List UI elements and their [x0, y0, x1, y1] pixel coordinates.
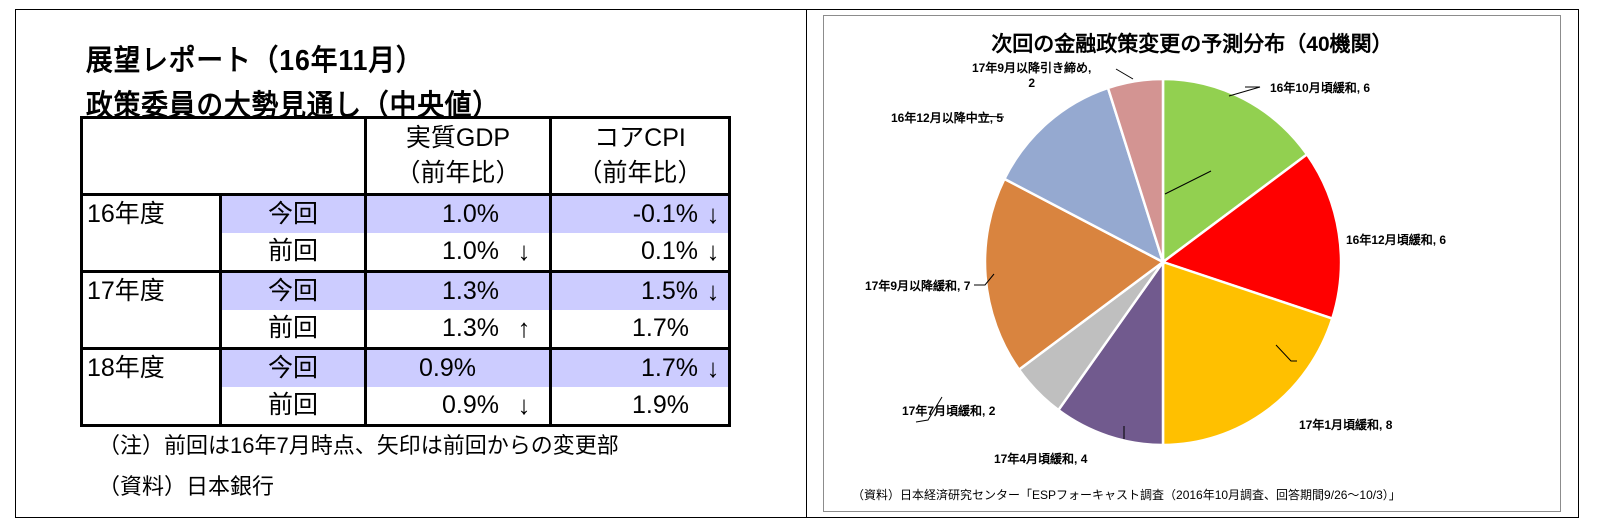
- change-arrow-icon: ↓: [706, 199, 720, 229]
- gdp-cell: 0.9% ↓: [364, 387, 552, 427]
- row-kind: 前回: [219, 233, 367, 272]
- header-gdp-label: 実質GDP: [405, 124, 511, 152]
- header-empty-cell: [220, 116, 367, 196]
- pie-label-dec-easing: 16年12月頃緩和, 6: [1346, 233, 1447, 247]
- gdp-cell: 1.0%: [364, 193, 552, 233]
- pie-slice: [1161, 77, 1309, 265]
- table-source: （資料）日本銀行: [98, 474, 275, 499]
- table-row: 前回 1.0% ↓ 0.1% ↓: [82, 233, 731, 272]
- change-arrow-icon: ↓: [517, 236, 531, 266]
- gdp-value: 0.9%: [442, 391, 499, 419]
- gdp-cell: 0.9%: [364, 347, 552, 387]
- header-gdp-unit: （前年比）: [395, 159, 521, 187]
- pie-label-apr-easing: 17年4月頃緩和, 4: [994, 452, 1088, 466]
- cpi-value: 1.9%: [632, 391, 689, 419]
- fiscal-year-cell: 17年度: [80, 270, 222, 349]
- outer-frame: [15, 9, 1579, 518]
- row-kind: 今回: [219, 193, 367, 233]
- change-arrow-icon: ↓: [706, 236, 720, 266]
- pie-label-neutral: 16年12月以降中立, 5: [891, 111, 1004, 125]
- pie-slice: [1002, 86, 1166, 265]
- gdp-value: 1.0%: [442, 200, 499, 228]
- outlook-panel: 展望レポート（16年11月） 政策委員の大勢見通し（中央値） 実質GDP （前年比…: [16, 10, 806, 517]
- header-empty-cell: [80, 116, 221, 196]
- header-cpi: コアCPI （前年比）: [549, 116, 731, 196]
- leader-line: [915, 396, 943, 423]
- leader-line: [1228, 86, 1261, 97]
- forecast-table: 実質GDP （前年比） コアCPI （前年比） 16年度 今回 1.0% -0.1%…: [80, 116, 731, 427]
- chart-source: （資料）日本経済研究センター「ESPフォーキャスト調査（2016年10月調査、回…: [852, 488, 1401, 502]
- cpi-value: 1.7%: [632, 314, 689, 342]
- pie-label-sep-easing: 17年9月以降緩和, 7: [865, 279, 971, 293]
- outlook-title: 展望レポート（16年11月）: [86, 45, 424, 77]
- fiscal-year-cell: 18年度: [80, 347, 222, 427]
- pie-label-tightening: 17年9月以降引き締め, 2: [972, 59, 1091, 90]
- pie-label-value: 2: [1028, 76, 1036, 90]
- table-row: 18年度 今回 0.9% 1.7% ↓: [80, 347, 731, 427]
- cpi-cell: 1.7% ↓: [549, 347, 731, 387]
- pie-label-line: 17年9月以降引き締め,: [972, 61, 1092, 75]
- cpi-cell: 1.9%: [549, 387, 731, 427]
- header-cpi-label: コアCPI: [594, 124, 686, 152]
- gdp-cell: 1.3%: [364, 270, 552, 310]
- row-kind: 前回: [219, 310, 367, 349]
- pie-slice: [983, 177, 1166, 372]
- gdp-cell: 1.0% ↓: [364, 233, 552, 272]
- leader-line: [974, 273, 995, 286]
- pie-label-jul-easing: 17年7月頃緩和, 2: [902, 404, 996, 418]
- pie-label-oct-easing: 16年10月頃緩和, 6: [1270, 81, 1371, 95]
- pie-label-jan-easing: 17年1月頃緩和, 8: [1299, 418, 1393, 432]
- table-header-row: 実質GDP （前年比） コアCPI （前年比）: [80, 116, 731, 196]
- gdp-value: 0.9%: [419, 354, 476, 382]
- leader-line: [1275, 344, 1297, 362]
- cpi-cell: 0.1% ↓: [549, 233, 731, 272]
- pie-slice: [1160, 152, 1343, 321]
- leader-line: [977, 115, 1005, 118]
- header-gdp: 実質GDP （前年比）: [364, 116, 552, 196]
- table-note: （注）前回は16年7月時点、矢印は前回からの変更部: [98, 433, 619, 458]
- fiscal-year-cell: 16年度: [80, 193, 222, 272]
- row-kind: 今回: [219, 270, 367, 310]
- row-kind: 今回: [219, 347, 367, 387]
- pie-slice: [1106, 77, 1165, 263]
- pie-chart: [915, 68, 1343, 447]
- change-arrow-icon: ↓: [706, 353, 720, 383]
- change-arrow-icon: ↓: [706, 276, 720, 306]
- table-row: 前回 1.3% ↑ 1.7%: [82, 310, 731, 349]
- table-row: 16年度 今回 1.0% -0.1% ↓: [80, 193, 731, 272]
- cpi-cell: 1.7%: [549, 310, 731, 349]
- cpi-value: 1.5%: [641, 277, 698, 305]
- panel-divider: [806, 9, 807, 518]
- pie-chart-box: 次回の金融政策変更の予測分布（40機関） 17年9月以降引き締め, 2 16年10…: [823, 15, 1561, 512]
- cpi-cell: 1.5% ↓: [549, 270, 731, 310]
- gdp-value: 1.3%: [442, 277, 499, 305]
- gdp-value: 1.0%: [442, 237, 499, 265]
- header-cpi-unit: （前年比）: [577, 159, 703, 187]
- leader-line: [1164, 170, 1212, 195]
- pie-slice: [1056, 258, 1165, 447]
- cpi-value: 1.7%: [641, 354, 698, 382]
- change-arrow-icon: ↓: [517, 390, 531, 420]
- table-row: 前回 0.9% ↓ 1.9%: [82, 387, 731, 427]
- gdp-cell: 1.3% ↑: [364, 310, 552, 349]
- pie-slice: [1161, 260, 1334, 447]
- change-arrow-icon: ↑: [517, 313, 531, 343]
- row-kind: 前回: [219, 387, 367, 427]
- chart-title: 次回の金融政策変更の予測分布（40機関）: [991, 33, 1393, 56]
- gdp-value: 1.3%: [442, 314, 499, 342]
- cpi-value: 0.1%: [641, 237, 698, 265]
- leader-line: [1115, 68, 1134, 80]
- cpi-value: -0.1%: [632, 200, 698, 228]
- table-row: 17年度 今回 1.3% 1.5% ↓: [80, 270, 731, 349]
- cpi-cell: -0.1% ↓: [549, 193, 731, 233]
